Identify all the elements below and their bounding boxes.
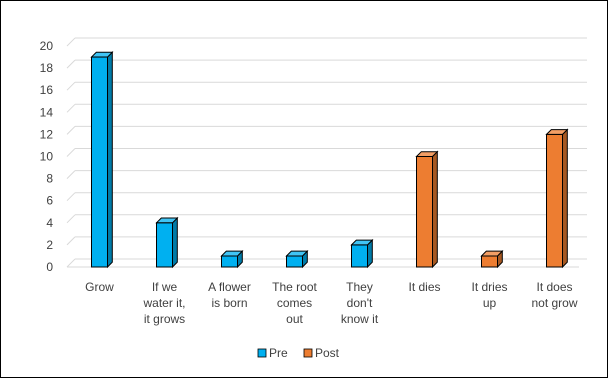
gridline-depth [66, 81, 76, 91]
legend-label: Pre [269, 346, 288, 360]
x-tick-label: A flower is born [208, 280, 251, 310]
y-tick-label: 10 [40, 150, 54, 164]
x-tick-label: They don't know it [341, 280, 379, 326]
bar-pre [220, 249, 244, 269]
gridline-depth [66, 192, 76, 202]
x-tick-label: It dries up [471, 280, 507, 310]
y-tick-label: 4 [46, 216, 53, 230]
grid-lines [66, 37, 587, 268]
x-tick-label: It dies [408, 280, 440, 294]
gridline-depth [66, 103, 76, 113]
y-tick-label: 2 [46, 238, 53, 252]
y-tick-label: 8 [46, 172, 53, 186]
y-tick-label: 6 [46, 194, 53, 208]
gridline-depth [66, 258, 76, 268]
legend-swatch [303, 348, 313, 358]
x-tick-label: If we water it, it grows [142, 280, 185, 326]
y-tick-label: 0 [46, 260, 53, 274]
legend-label: Post [315, 346, 340, 360]
y-tick-label: 20 [40, 39, 54, 53]
x-tick-label: Grow [85, 280, 114, 294]
bar-pre [350, 238, 374, 269]
y-axis-tick-labels: 0 2 4 6 8 10 12 14 16 18 20 [40, 39, 54, 274]
bar-pre [90, 51, 114, 269]
bar-pre [155, 216, 179, 269]
x-tick-label: It does not grow [531, 280, 577, 310]
legend: Pre Post [257, 346, 340, 360]
y-tick-label: 16 [40, 83, 54, 97]
y-tick-label: 18 [40, 61, 54, 75]
y-tick-label: 14 [40, 105, 54, 119]
legend-swatch [257, 348, 267, 358]
legend-item-pre: Pre [257, 346, 288, 360]
gridline-depth [66, 170, 76, 179]
x-tick-label: The root comes out [272, 280, 317, 326]
gridline-depth [66, 59, 76, 69]
x-axis-category-labels: Grow If we water it, it grows A flower is bor… [85, 280, 578, 326]
bar-post [415, 150, 439, 269]
gridline-depth [66, 214, 76, 224]
gridline-depth [66, 236, 76, 246]
legend-item-post: Post [303, 346, 340, 360]
bar-post [480, 249, 504, 269]
bar-pre [285, 249, 309, 269]
gridline-depth [66, 148, 76, 157]
gridline-depth [66, 126, 76, 135]
bars [90, 51, 569, 269]
gridline-depth [66, 37, 76, 47]
bar-post [545, 128, 569, 269]
y-tick-label: 12 [40, 127, 54, 141]
